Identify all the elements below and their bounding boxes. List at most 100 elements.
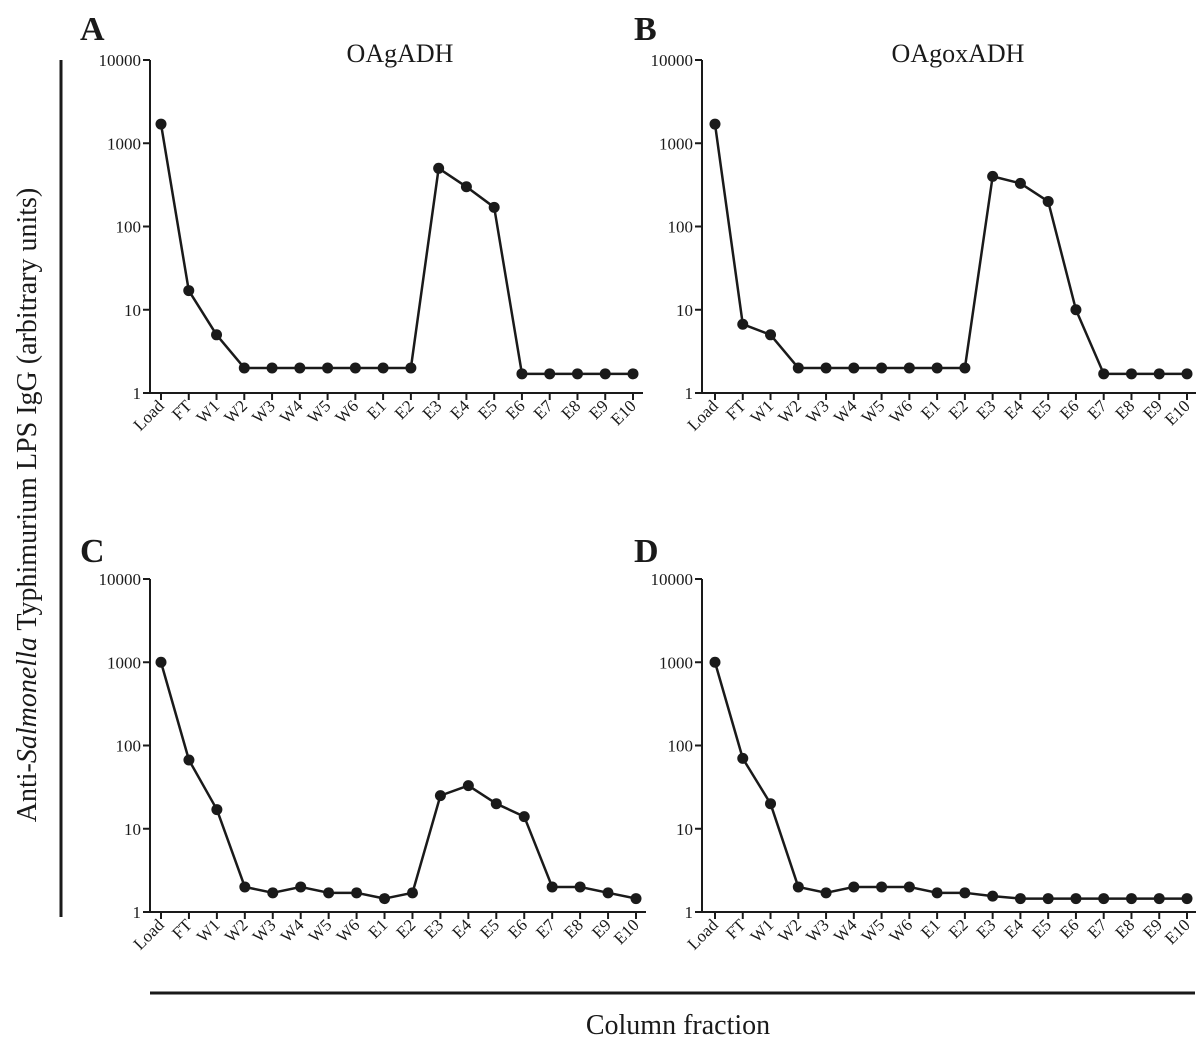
data-point <box>294 362 306 374</box>
data-point <box>155 656 167 668</box>
x-tick-label: W6 <box>885 396 916 427</box>
x-tick-label: W3 <box>249 915 280 946</box>
data-point <box>848 362 860 374</box>
data-point <box>462 780 474 792</box>
data-point <box>987 170 999 182</box>
x-tick-label: E3 <box>973 915 1000 942</box>
x-tick-label: FT <box>722 396 750 424</box>
data-point <box>765 798 777 810</box>
data-point <box>1098 893 1110 905</box>
x-tick-label: FT <box>722 915 750 943</box>
x-tick-label: E1 <box>363 396 390 423</box>
data-point <box>295 881 307 893</box>
y-tick-label: 10000 <box>651 570 694 589</box>
data-point <box>987 890 999 902</box>
data-point <box>709 656 721 668</box>
data-point <box>322 362 334 374</box>
data-point <box>349 362 361 374</box>
data-point <box>518 811 530 823</box>
x-tick-label: W4 <box>277 915 308 946</box>
y-tick-label: 10000 <box>99 570 142 589</box>
y-tick-label: 10000 <box>99 51 142 70</box>
data-point <box>238 362 250 374</box>
data-point <box>323 887 335 899</box>
series-line <box>159 123 633 376</box>
data-point <box>1098 368 1110 380</box>
x-tick-label: W3 <box>802 915 833 946</box>
data-point <box>434 790 446 802</box>
y-tick-label: 10 <box>124 301 141 320</box>
y-tick-label: 10000 <box>651 51 694 70</box>
panel-letter: D <box>634 533 659 570</box>
x-tick-label: E8 <box>1112 915 1139 942</box>
data-point <box>460 181 472 193</box>
data-point <box>876 881 888 893</box>
data-point <box>876 362 888 374</box>
data-point <box>1042 195 1054 207</box>
x-tick-label: E4 <box>446 396 473 423</box>
x-tick-label: W2 <box>774 396 805 427</box>
series-line <box>713 123 1187 376</box>
data-point <box>792 881 804 893</box>
data-point <box>1153 368 1165 380</box>
x-tick-label: W4 <box>830 396 861 427</box>
data-point <box>574 881 586 893</box>
x-tick-label: E8 <box>560 915 587 942</box>
data-point <box>406 887 418 899</box>
shared-ylabel: Anti-Salmonella Typhimurium LPS IgG (arb… <box>12 188 43 822</box>
x-tick-label: E9 <box>585 396 612 423</box>
x-tick-label: E2 <box>393 915 420 942</box>
x-tick-label: E10 <box>610 915 643 948</box>
x-tick-label: E2 <box>945 396 972 423</box>
data-point <box>1014 177 1026 189</box>
x-tick-label: E10 <box>1161 915 1194 948</box>
x-tick-label: W6 <box>331 396 362 427</box>
y-tick-label: 100 <box>116 218 142 237</box>
data-point <box>155 118 167 130</box>
x-tick-label: W3 <box>802 396 833 427</box>
data-point <box>903 362 915 374</box>
x-tick-label: W4 <box>830 915 861 946</box>
shared-xlabel: Column fraction <box>586 1010 770 1038</box>
x-tick-label: E9 <box>1139 396 1166 423</box>
x-tick-label: E5 <box>1028 915 1055 942</box>
data-point <box>433 162 445 174</box>
x-tick-label: E6 <box>1056 915 1083 942</box>
data-point <box>1181 368 1193 380</box>
y-tick-label: 1 <box>133 384 142 403</box>
x-tick-label: E5 <box>1028 396 1055 423</box>
x-tick-label: FT <box>168 396 196 424</box>
data-point <box>1181 893 1193 905</box>
panel-letter: A <box>80 11 105 48</box>
y-tick-label: 1 <box>685 903 694 922</box>
panel-title: OAgADH <box>347 39 454 68</box>
data-point <box>1070 893 1082 905</box>
x-tick-label: W2 <box>774 915 805 946</box>
data-point <box>183 754 195 766</box>
x-tick-label: W5 <box>305 915 336 946</box>
data-point <box>820 362 832 374</box>
data-point <box>490 798 502 810</box>
y-tick-label: 10 <box>676 301 693 320</box>
data-point <box>544 368 556 380</box>
data-point <box>405 362 417 374</box>
x-tick-label: FT <box>168 915 196 943</box>
y-tick-label: 10 <box>124 820 141 839</box>
x-tick-label: E1 <box>365 915 392 942</box>
data-point <box>599 368 611 380</box>
x-tick-label: E1 <box>917 396 944 423</box>
data-point <box>792 362 804 374</box>
data-point <box>183 285 195 297</box>
data-point <box>765 329 777 341</box>
x-tick-label: E5 <box>476 915 503 942</box>
x-tick-label: E7 <box>1084 915 1111 942</box>
panel-title: OAgoxADH <box>892 39 1025 68</box>
data-point <box>1070 304 1082 316</box>
x-tick-label: W2 <box>221 915 252 946</box>
x-tick-label: E7 <box>530 396 557 423</box>
x-tick-label: W1 <box>747 396 778 427</box>
data-point <box>211 329 223 341</box>
